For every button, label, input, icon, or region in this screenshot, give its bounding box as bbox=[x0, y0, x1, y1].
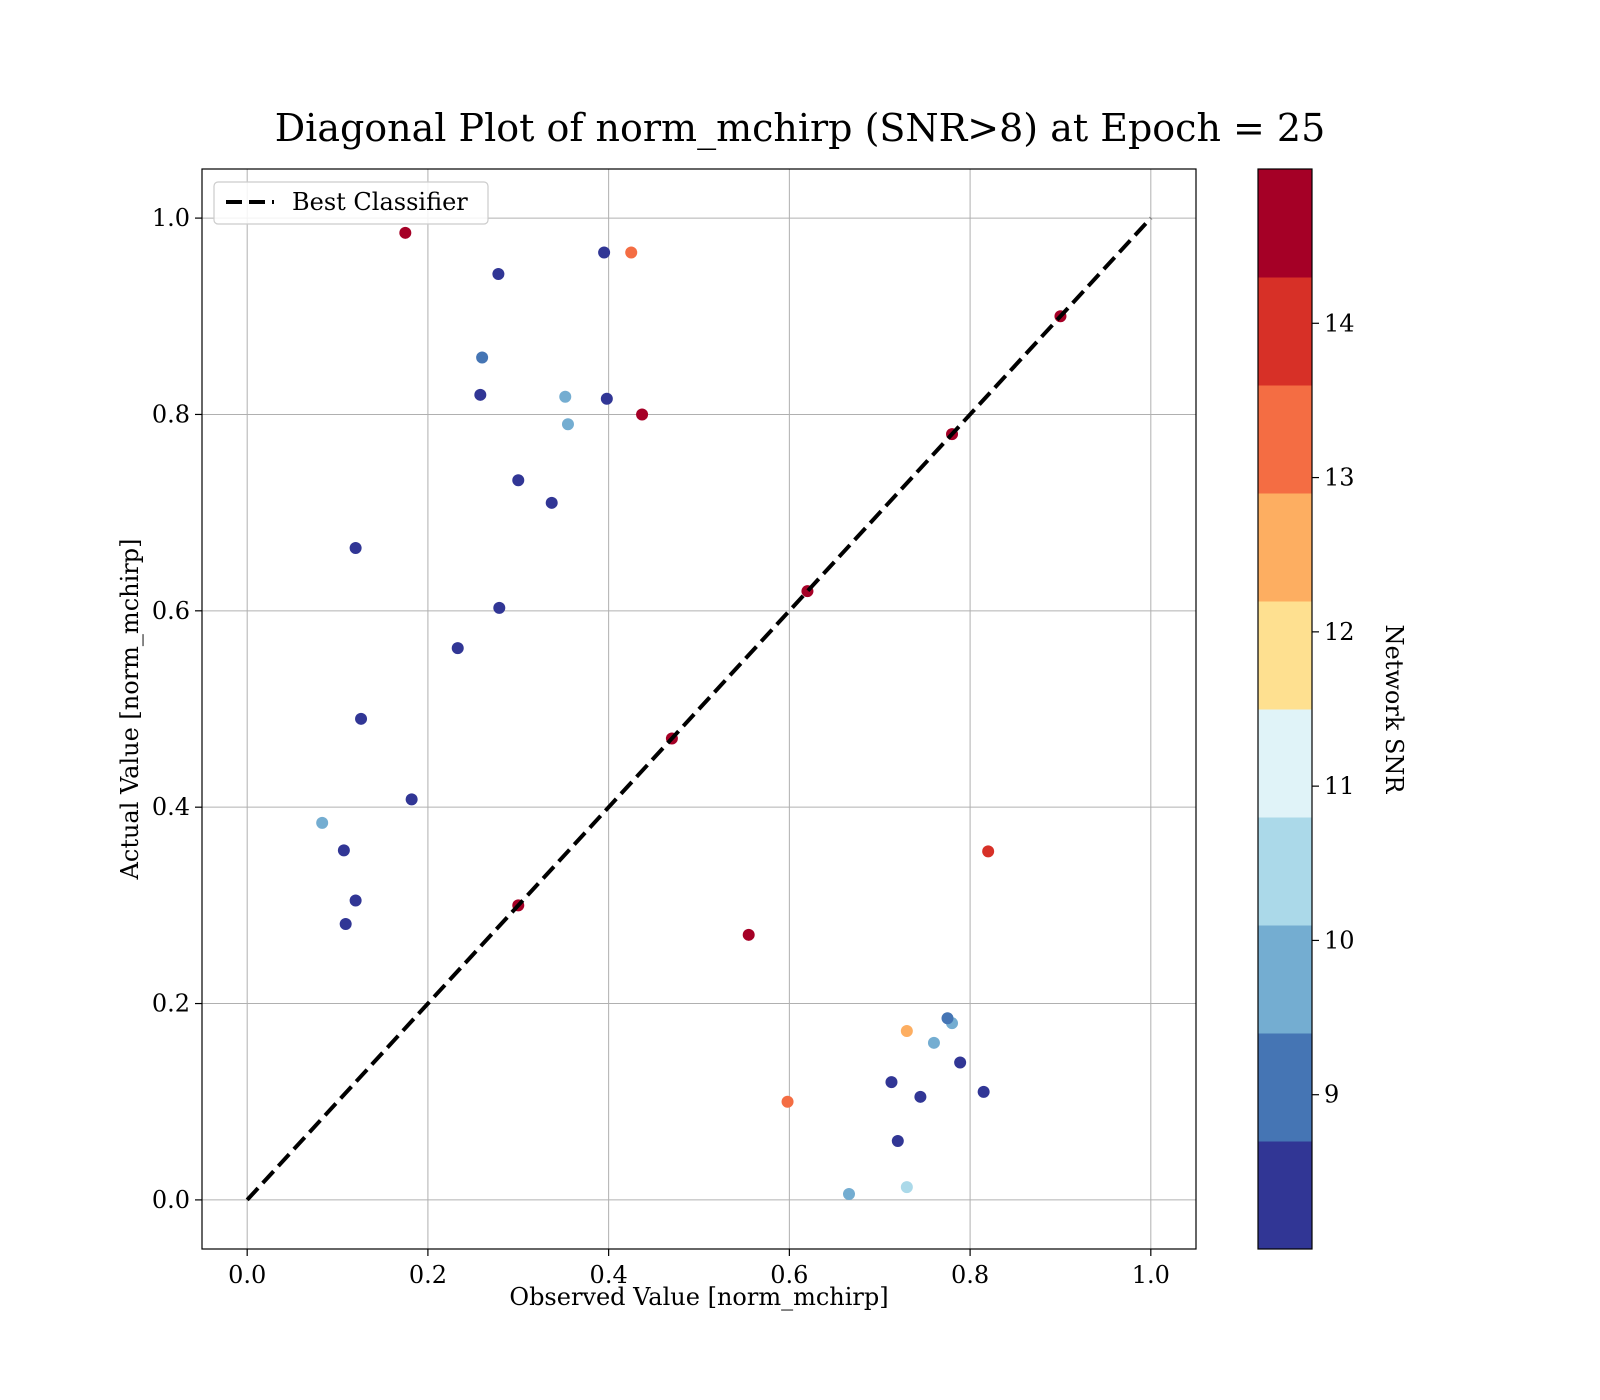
best-classifier-line bbox=[245, 216, 1153, 1202]
colorbar-band bbox=[1258, 1033, 1312, 1142]
scatter-point bbox=[781, 1095, 794, 1108]
scatter-point bbox=[900, 1025, 913, 1038]
y-tick-label: 0.2 bbox=[152, 990, 190, 1018]
scatter-point bbox=[545, 496, 558, 509]
colorbar-tick-label: 14 bbox=[1324, 309, 1355, 337]
y-tick-label: 0.6 bbox=[152, 597, 190, 625]
scatter-point bbox=[316, 816, 329, 829]
scatter-point bbox=[349, 541, 362, 554]
x-tick-label: 1.0 bbox=[1132, 1261, 1170, 1289]
plot-frame bbox=[201, 168, 1197, 1250]
colorbar-band bbox=[1258, 709, 1312, 818]
x-tick-label: 0.2 bbox=[409, 1261, 447, 1289]
y-tick-label: 0.4 bbox=[152, 793, 190, 821]
scatter-point bbox=[941, 1012, 954, 1025]
legend: Best Classifier bbox=[213, 181, 489, 225]
scatter-point bbox=[339, 918, 352, 931]
y-axis-ticks: 0.0 0.2 0.4 0.6 0.8 1.0 bbox=[152, 204, 202, 1214]
scatter-point bbox=[636, 408, 649, 421]
scatter-point bbox=[891, 1135, 904, 1147]
y-tick-label: 0.0 bbox=[152, 1186, 190, 1214]
scatter-point bbox=[337, 844, 350, 857]
colorbar-ticks: 9 10 11 12 13 14 bbox=[1312, 309, 1355, 1109]
scatter-point bbox=[349, 894, 362, 907]
legend-box bbox=[213, 181, 489, 225]
colorbar-tick-label: 11 bbox=[1324, 772, 1355, 800]
scatter-point bbox=[900, 1181, 913, 1194]
x-tick-label: 0.4 bbox=[590, 1261, 628, 1289]
scatter-point bbox=[625, 246, 638, 259]
x-tick-label: 0.8 bbox=[951, 1261, 989, 1289]
scatter-point bbox=[600, 392, 613, 405]
colorbar-band bbox=[1258, 817, 1312, 926]
colorbar-tick-label: 10 bbox=[1324, 926, 1355, 954]
scatter-point bbox=[954, 1056, 967, 1069]
scatter-point bbox=[492, 268, 505, 281]
y-tick-label: 1.0 bbox=[152, 204, 190, 232]
scatter-point bbox=[927, 1036, 940, 1049]
scatter-point bbox=[512, 474, 525, 487]
colorbar-tick-label: 9 bbox=[1324, 1081, 1339, 1109]
x-tick-label: 0.0 bbox=[228, 1261, 266, 1289]
scatter-point bbox=[476, 351, 489, 364]
y-axis-label: Actual Value [norm_mchirp] bbox=[116, 539, 144, 881]
scatter-point bbox=[598, 246, 611, 259]
y-tick-label: 0.8 bbox=[152, 400, 190, 428]
colorbar-tick-label: 13 bbox=[1324, 464, 1355, 492]
colorbar-band bbox=[1258, 601, 1312, 710]
scatter-point bbox=[474, 388, 487, 401]
scatter-point bbox=[355, 712, 368, 725]
colorbar-band bbox=[1258, 385, 1312, 494]
scatter-point bbox=[493, 601, 506, 614]
scatter-point bbox=[742, 928, 755, 941]
chart-title: Diagonal Plot of norm_mchirp (SNR>8) at … bbox=[275, 106, 1326, 151]
colorbar-band bbox=[1258, 277, 1312, 386]
scatter-point bbox=[914, 1090, 927, 1103]
scatter-point bbox=[399, 226, 412, 239]
colorbar-band bbox=[1258, 1141, 1312, 1250]
x-axis-ticks: 0.0 0.2 0.4 0.6 0.8 1.0 bbox=[228, 1249, 1170, 1289]
scatter-point bbox=[982, 845, 995, 858]
colorbar: 9 10 11 12 13 14 Network SNR bbox=[1257, 168, 1408, 1250]
colorbar-band bbox=[1258, 493, 1312, 602]
plot-area: 0.0 0.2 0.4 0.6 0.8 1.0 0.0 0.2 0.4 0.6 0.8 1.0 bbox=[152, 168, 1197, 1289]
colorbar-tick-label: 12 bbox=[1324, 618, 1355, 646]
grid-lines bbox=[202, 169, 1196, 1249]
scatter-point bbox=[885, 1076, 898, 1089]
scatter-point bbox=[977, 1085, 990, 1098]
colorbar-label: Network SNR bbox=[1380, 625, 1408, 795]
colorbar-frame bbox=[1257, 168, 1313, 1250]
colorbar-band bbox=[1258, 169, 1312, 278]
scatter-point bbox=[561, 418, 574, 431]
x-axis-label: Observed Value [norm_mchirp] bbox=[509, 1283, 888, 1311]
colorbar-bands bbox=[1258, 169, 1312, 1250]
scatter-point bbox=[451, 642, 464, 655]
scatter-point bbox=[843, 1188, 856, 1201]
scatter-point bbox=[559, 390, 572, 403]
scatter-point bbox=[405, 793, 418, 806]
colorbar-band bbox=[1258, 925, 1312, 1034]
legend-label: Best Classifier bbox=[292, 188, 468, 216]
x-tick-label: 0.6 bbox=[770, 1261, 808, 1289]
